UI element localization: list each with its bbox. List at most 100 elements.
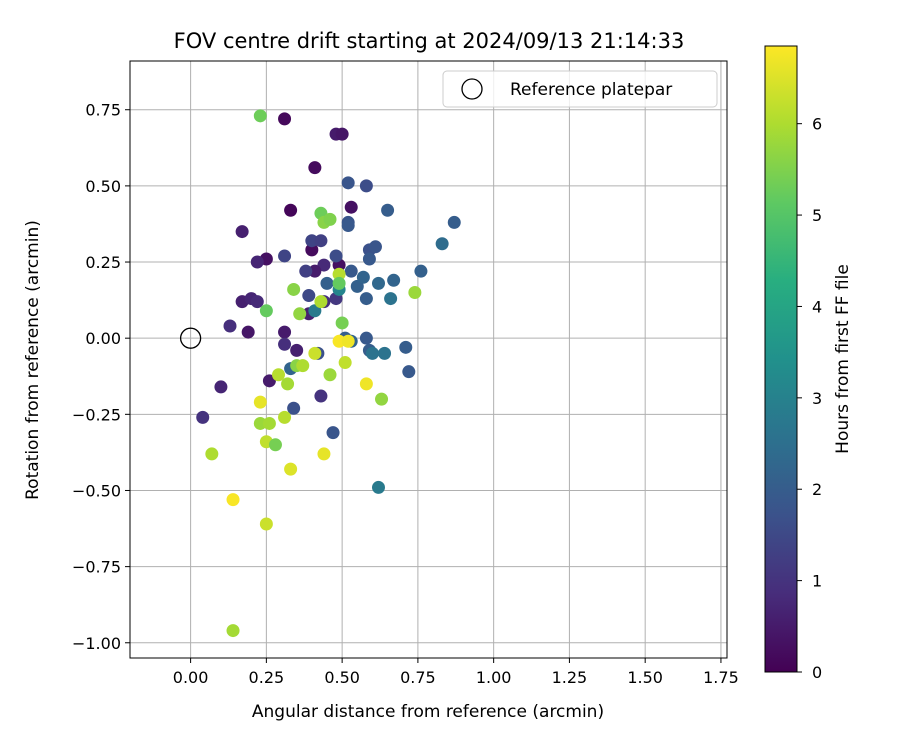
y-tick-label: 0.75 [85,101,121,120]
data-point [278,325,292,339]
data-point [359,292,373,306]
x-tick-label: 0.25 [249,668,285,687]
legend-box [442,70,718,108]
data-point [414,264,428,278]
x-tick-label: 1.25 [552,668,588,687]
data-point [326,426,340,440]
data-point [278,337,292,351]
data-point [226,624,240,638]
data-point [320,276,334,290]
data-point [290,343,304,357]
data-point [359,179,373,193]
chart-title: FOV centre drift starting at 2024/09/13 … [174,29,685,53]
data-point [365,346,379,360]
data-point [281,377,295,391]
x-tick-label: 0.75 [400,668,436,687]
x-tick-label: 1.50 [627,668,663,687]
data-point [341,176,355,190]
legend-reference-marker [461,78,483,100]
x-tick-label: 0.50 [324,668,360,687]
data-point [296,359,310,373]
data-point [381,203,395,217]
x-tick-label: 0.00 [173,668,209,687]
data-point [253,109,267,123]
data-point [317,447,331,461]
data-point [314,234,328,248]
data-point [368,240,382,254]
data-point [305,234,319,248]
colorbar-tick-label: 2 [812,480,822,499]
data-point [399,340,413,354]
data-point [344,264,358,278]
colorbar-ticks: 0 1 2 3 4 5 6 [797,115,822,682]
legend: Reference platepar [442,70,718,108]
data-point [332,276,346,290]
data-point [223,319,237,333]
colorbar-tick-label: 6 [812,115,822,134]
colorbar-tick-label: 3 [812,389,822,408]
data-point [253,395,267,409]
data-point [253,416,267,430]
data-point [268,438,282,452]
data-point [384,292,398,306]
reference-marker-group [179,327,202,349]
data-point [371,480,385,494]
data-point [447,215,461,229]
data-point [332,334,346,348]
data-point [250,295,264,309]
data-point [329,249,343,263]
data-point [323,212,337,226]
data-point [214,380,228,394]
y-tick-label: 0.50 [85,177,121,196]
data-point [362,252,376,266]
data-point [387,273,401,287]
data-point [359,331,373,345]
x-tick-label: 1.75 [703,668,739,687]
reference-platepar-marker [179,327,202,349]
y-tick-label: 0.25 [85,253,121,272]
data-point [341,218,355,232]
data-point [196,410,210,424]
data-point [350,279,364,293]
data-point [278,112,292,126]
data-point [284,462,298,476]
data-point [338,356,352,370]
y-tick-label: 0.00 [85,329,121,348]
data-point [262,416,276,430]
data-point [259,517,273,531]
data-point [271,368,285,382]
data-point [308,304,322,318]
y-tick-label: −0.25 [72,405,121,424]
data-point [293,307,307,321]
x-axis-label: Angular distance from reference (arcmin) [252,702,604,722]
colorbar-tick-label: 1 [812,572,822,591]
data-point [278,249,292,263]
data-point [359,377,373,391]
data-point [323,368,337,382]
colorbar-label: Hours from first FF file [833,264,853,454]
data-point [299,264,313,278]
data-point [408,285,422,299]
colorbar-tick-label: 5 [812,206,822,225]
data-point [435,237,449,251]
data-point [278,410,292,424]
legend-label: Reference platepar [510,80,672,100]
plot-area [130,61,727,658]
data-point [356,270,370,284]
data-point [308,264,322,278]
y-axis-ticks: −1.00 −0.75 −0.50 −0.25 0.00 0.25 0.50 0.75 [72,101,130,653]
data-point [341,334,355,348]
data-point [308,346,322,360]
scatter-points [196,109,461,638]
data-point [332,267,346,281]
data-point [287,282,301,296]
data-point [375,392,389,406]
grid-lines [130,61,727,658]
data-point [205,447,219,461]
data-point [378,346,392,360]
colorbar [764,45,798,673]
data-point [314,295,328,309]
data-point [302,289,316,303]
